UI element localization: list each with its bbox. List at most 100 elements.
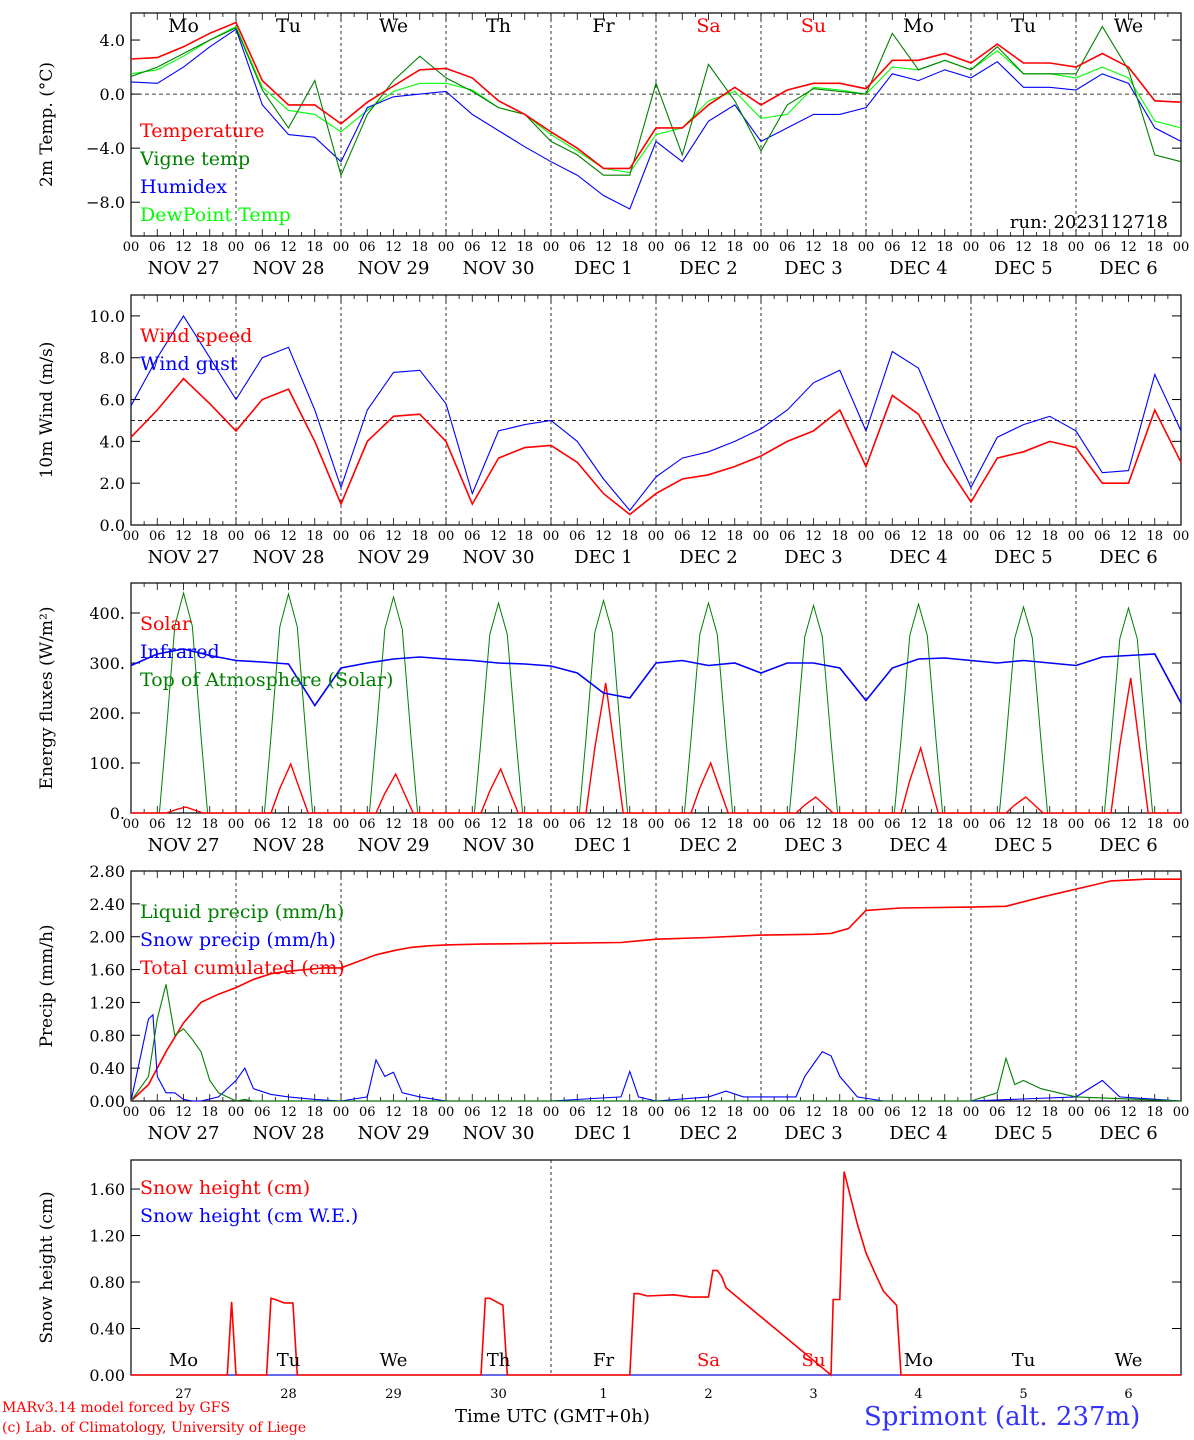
hour-tick-label: 06 xyxy=(884,1105,901,1120)
hour-tick-label: 18 xyxy=(621,529,638,544)
hour-tick-label: 00 xyxy=(753,1105,770,1120)
date-label: DEC 1 xyxy=(574,835,633,856)
hour-tick-label: 06 xyxy=(884,240,901,255)
hour-tick-label: 12 xyxy=(1015,240,1032,255)
y-tick-label: 300. xyxy=(89,654,125,673)
hour-tick-label: 12 xyxy=(595,817,612,832)
hour-tick-label: 18 xyxy=(621,240,638,255)
date-label: DEC 4 xyxy=(889,547,948,568)
legend-entry: Wind speed xyxy=(140,325,252,347)
series-line xyxy=(131,1171,1181,1377)
hour-tick-label: 06 xyxy=(569,529,586,544)
y-tick-label: 0.40 xyxy=(89,1320,125,1339)
hour-tick-label: 18 xyxy=(201,817,218,832)
hour-tick-label: 00 xyxy=(858,1105,875,1120)
date-label: DEC 3 xyxy=(784,1123,843,1144)
hour-tick-label: 06 xyxy=(464,240,481,255)
date-label: DEC 1 xyxy=(574,1123,633,1144)
weekday-label: We xyxy=(379,15,408,37)
date-label: DEC 5 xyxy=(994,835,1053,856)
y-tick-label: 4.0 xyxy=(100,31,125,50)
hour-tick-label: 00 xyxy=(963,817,980,832)
y-tick-label: 8.0 xyxy=(100,349,125,368)
legend-entry: Humidex xyxy=(140,176,227,198)
date-number-label: 29 xyxy=(385,1387,402,1402)
hour-tick-label: 12 xyxy=(595,1105,612,1120)
legend-entry: Snow height (cm W.E.) xyxy=(140,1205,358,1227)
hour-tick-label: 06 xyxy=(149,529,166,544)
hour-tick-label: 12 xyxy=(910,529,927,544)
hour-tick-label: 12 xyxy=(595,529,612,544)
date-label: NOV 28 xyxy=(253,835,325,856)
hour-tick-label: 00 xyxy=(438,817,455,832)
weekday-label: Tu xyxy=(276,15,301,37)
series-line xyxy=(130,25,1182,177)
hour-tick-label: 06 xyxy=(569,1105,586,1120)
hour-tick-label: 12 xyxy=(910,817,927,832)
weekday-label: Sa xyxy=(697,1350,720,1371)
date-label: DEC 2 xyxy=(679,547,738,568)
y-tick-label: 0.00 xyxy=(89,1366,125,1385)
hour-tick-label: 00 xyxy=(333,240,350,255)
hour-tick-label: 12 xyxy=(700,529,717,544)
hour-tick-label: 00 xyxy=(1173,817,1190,832)
legend-entry: DewPoint Temp xyxy=(140,204,291,226)
hour-tick-label: 18 xyxy=(306,817,323,832)
weekday-label: We xyxy=(1115,1350,1143,1371)
hour-tick-label: 06 xyxy=(989,1105,1006,1120)
hour-tick-label: 18 xyxy=(201,1105,218,1120)
hour-tick-label: 00 xyxy=(1068,1105,1085,1120)
hour-tick-label: 00 xyxy=(438,529,455,544)
hour-tick-label: 18 xyxy=(1041,817,1058,832)
hour-tick-label: 12 xyxy=(805,817,822,832)
hour-tick-label: 18 xyxy=(516,1105,533,1120)
hour-tick-label: 18 xyxy=(516,240,533,255)
hour-tick-label: 18 xyxy=(306,1105,323,1120)
y-tick-label: 0.0 xyxy=(100,85,125,104)
date-label: NOV 28 xyxy=(253,547,325,568)
hour-tick-label: 12 xyxy=(175,1105,192,1120)
y-tick-label: −8.0 xyxy=(86,193,125,212)
date-number-label: 1 xyxy=(599,1387,607,1402)
weekday-label: Sa xyxy=(696,15,720,37)
hour-tick-label: 18 xyxy=(726,817,743,832)
date-label: NOV 29 xyxy=(358,258,430,279)
hour-tick-label: 00 xyxy=(1173,529,1190,544)
hour-tick-label: 12 xyxy=(1015,817,1032,832)
hour-tick-label: 18 xyxy=(411,240,428,255)
y-tick-label: −4.0 xyxy=(86,139,125,158)
hour-tick-label: 00 xyxy=(963,529,980,544)
y-tick-label: 6.0 xyxy=(100,391,125,410)
legend-entry: Wind gust xyxy=(140,353,238,375)
hour-tick-label: 12 xyxy=(280,529,297,544)
date-label: NOV 30 xyxy=(463,835,535,856)
hour-tick-label: 06 xyxy=(989,817,1006,832)
date-label: NOV 30 xyxy=(463,258,535,279)
series-line-solar xyxy=(131,677,1181,814)
y-tick-label: 0.80 xyxy=(89,1273,125,1292)
series-line xyxy=(130,314,1182,512)
date-label: DEC 2 xyxy=(679,1123,738,1144)
hour-tick-label: 12 xyxy=(1120,1105,1137,1120)
hour-tick-label: 06 xyxy=(149,817,166,832)
hour-tick-label: 06 xyxy=(779,529,796,544)
hour-tick-label: 18 xyxy=(1146,240,1163,255)
hour-tick-label: 12 xyxy=(490,817,507,832)
time-axis-label: Time UTC (GMT+0h) xyxy=(455,1406,650,1427)
y-tick-label: 2.40 xyxy=(89,895,125,914)
legend-entry: Solar xyxy=(140,613,192,635)
date-label: NOV 29 xyxy=(358,547,430,568)
hour-tick-label: 18 xyxy=(411,529,428,544)
y-axis-label: Snow height (cm) xyxy=(37,1191,57,1343)
hour-tick-label: 18 xyxy=(1041,240,1058,255)
series-line xyxy=(130,878,1181,1102)
hour-tick-label: 06 xyxy=(779,817,796,832)
hour-tick-label: 00 xyxy=(123,1105,140,1120)
hour-tick-label: 12 xyxy=(385,529,402,544)
hour-tick-label: 18 xyxy=(936,1105,953,1120)
hour-tick-label: 00 xyxy=(543,1105,560,1120)
weekday-label: Mo xyxy=(168,15,199,37)
y-axis-label: 2m Temp. (°C) xyxy=(37,62,57,187)
hour-tick-label: 00 xyxy=(648,817,665,832)
